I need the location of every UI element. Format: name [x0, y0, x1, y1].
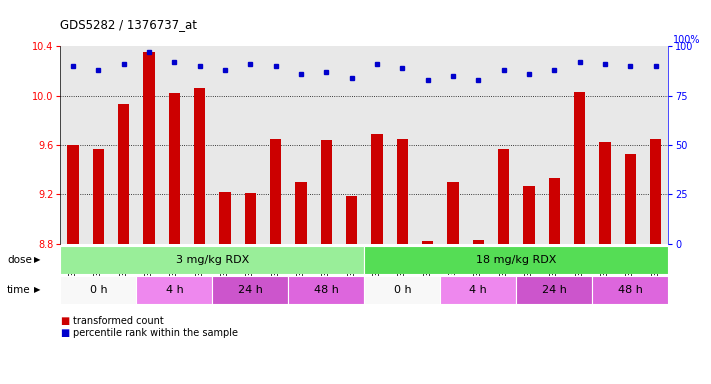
Bar: [137, 276, 213, 304]
Bar: [144, 52, 155, 244]
Text: 100%: 100%: [673, 35, 700, 45]
Bar: [371, 134, 383, 244]
Bar: [447, 182, 459, 244]
Bar: [397, 139, 408, 244]
Bar: [549, 178, 560, 244]
Text: GDS5282 / 1376737_at: GDS5282 / 1376737_at: [60, 18, 198, 31]
Bar: [574, 92, 585, 244]
Bar: [213, 276, 289, 304]
Bar: [270, 139, 282, 244]
Text: 0 h: 0 h: [90, 285, 107, 295]
Bar: [60, 276, 137, 304]
Bar: [346, 195, 358, 244]
Text: time: time: [7, 285, 31, 295]
Text: 3 mg/kg RDX: 3 mg/kg RDX: [176, 255, 249, 265]
Bar: [118, 104, 129, 244]
Bar: [60, 246, 364, 274]
Text: 24 h: 24 h: [238, 285, 263, 295]
Text: transformed count: transformed count: [73, 316, 164, 326]
Bar: [473, 240, 484, 244]
Bar: [289, 276, 364, 304]
Text: ■: ■: [60, 328, 70, 338]
Text: ▶: ▶: [34, 255, 41, 264]
Bar: [516, 276, 592, 304]
Bar: [245, 193, 256, 244]
Bar: [422, 242, 434, 244]
Bar: [498, 149, 509, 244]
Bar: [592, 276, 668, 304]
Bar: [68, 145, 79, 244]
Bar: [92, 149, 104, 244]
Bar: [625, 154, 636, 244]
Bar: [440, 276, 516, 304]
Bar: [650, 139, 661, 244]
Text: 18 mg/kg RDX: 18 mg/kg RDX: [476, 255, 557, 265]
Bar: [169, 93, 180, 244]
Bar: [523, 186, 535, 244]
Text: 24 h: 24 h: [542, 285, 567, 295]
Bar: [295, 182, 306, 244]
Bar: [321, 140, 332, 244]
Bar: [364, 276, 440, 304]
Text: ▶: ▶: [34, 285, 41, 294]
Bar: [364, 246, 668, 274]
Text: 0 h: 0 h: [394, 285, 411, 295]
Bar: [220, 192, 231, 244]
Text: percentile rank within the sample: percentile rank within the sample: [73, 328, 238, 338]
Bar: [599, 142, 611, 244]
Text: 4 h: 4 h: [469, 285, 487, 295]
Text: 48 h: 48 h: [618, 285, 643, 295]
Text: 48 h: 48 h: [314, 285, 339, 295]
Text: dose: dose: [7, 255, 32, 265]
Text: 4 h: 4 h: [166, 285, 183, 295]
Bar: [194, 88, 205, 244]
Text: ■: ■: [60, 316, 70, 326]
